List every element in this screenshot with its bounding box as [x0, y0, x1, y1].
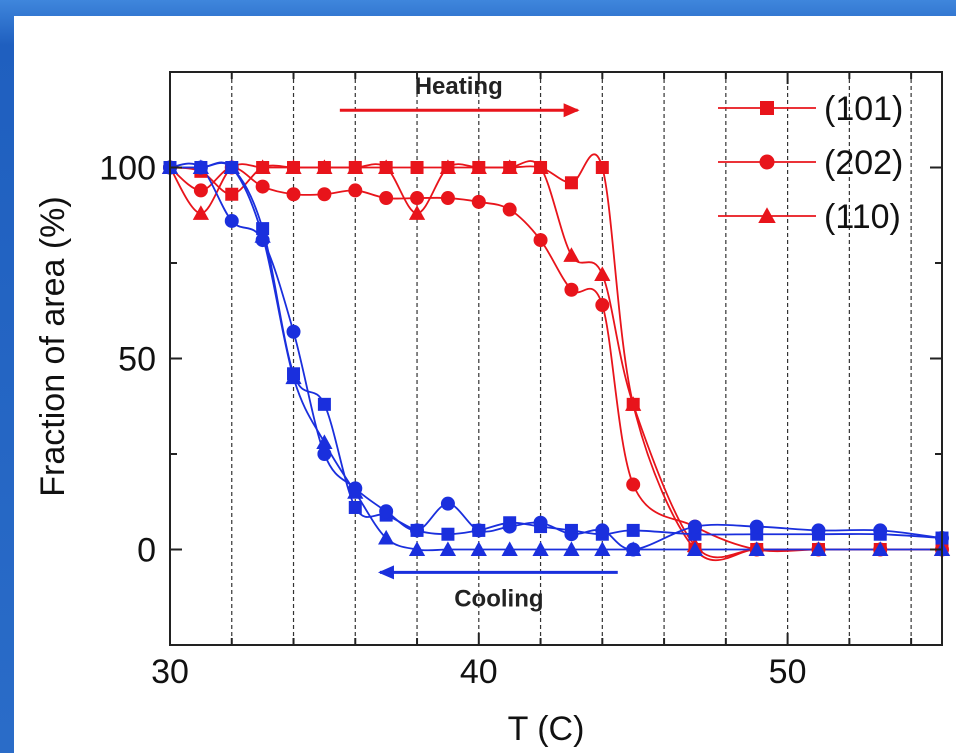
- legend-label-101: (101): [824, 90, 903, 128]
- heating-point-(202): [379, 191, 394, 206]
- cooling-point-(202): [533, 515, 548, 530]
- heating-point-(202): [286, 187, 301, 202]
- cooling-point-(110): [872, 541, 889, 556]
- heating-point-(202): [348, 183, 363, 198]
- cooling-point-(202): [502, 519, 517, 534]
- heating-point-(110): [439, 159, 457, 174]
- heating-point-(110): [594, 266, 611, 281]
- heating-point-(202): [317, 187, 332, 202]
- heating-point-(202): [410, 191, 425, 206]
- cooling-point-(202): [749, 519, 764, 534]
- heating-point-(202): [595, 298, 610, 313]
- heating-point-(110): [254, 159, 271, 174]
- heating-point-(110): [378, 159, 395, 174]
- heating-point-(202): [533, 233, 548, 248]
- heating-point-(202): [564, 282, 579, 297]
- cooling-point-(101): [626, 523, 640, 537]
- heating-point-(101): [564, 176, 578, 190]
- heating-point-(110): [470, 159, 487, 174]
- cooling-point-(202): [687, 519, 702, 534]
- cooling-curve-(101): [170, 162, 943, 539]
- legend-marker-triangle: [758, 207, 776, 223]
- cooling-point-(202): [595, 523, 610, 538]
- y-axis-title: Fraction of area (%): [34, 196, 72, 496]
- cooling-point-(202): [410, 523, 425, 538]
- legend: [718, 101, 816, 223]
- annotations: [339, 103, 618, 580]
- legend-label-202: (202): [824, 144, 903, 182]
- heating-point-(110): [192, 205, 210, 220]
- cooling-point-(110): [378, 529, 395, 545]
- cooling-point-(110): [501, 541, 518, 556]
- x-tick-label-40: 40: [460, 653, 498, 691]
- heating-curve-(110): [169, 160, 942, 559]
- cooling-point-(110): [563, 541, 580, 556]
- legend-marker-square: [760, 101, 774, 115]
- heating-point-(110): [625, 396, 642, 411]
- cooling-point-(202): [811, 523, 826, 538]
- heating-curve-(202): [169, 166, 942, 553]
- heating-point-(101): [595, 161, 609, 174]
- heating-arrowhead: [563, 103, 580, 118]
- cooling-point-(110): [625, 541, 642, 556]
- cooling-point-(110): [285, 369, 302, 385]
- heating-point-(202): [471, 194, 486, 209]
- cooling-point-(110): [686, 541, 704, 556]
- heating-point-(202): [255, 179, 270, 194]
- cooling-point-(110): [408, 541, 426, 556]
- cooling-point-(202): [471, 523, 486, 538]
- cooling-point-(110): [748, 541, 765, 556]
- cooling-point-(101): [317, 397, 331, 411]
- heating-point-(110): [316, 159, 333, 174]
- cooling-point-(110): [316, 434, 333, 450]
- heating-point-(110): [408, 205, 426, 220]
- cooling-curve-(110): [170, 161, 942, 552]
- x-tick-label-50: 50: [769, 653, 807, 691]
- legend-marker-circle: [759, 154, 775, 170]
- cooling-point-(101): [348, 500, 362, 514]
- cooling-point-(110): [470, 541, 487, 556]
- heating-point-(110): [532, 159, 549, 174]
- y-tick-label-100: 100: [99, 150, 156, 188]
- cooling-point-(202): [286, 324, 301, 339]
- cooling-label: Cooling: [454, 585, 543, 612]
- cooling-point-(110): [254, 228, 271, 243]
- cooling-point-(202): [379, 504, 394, 519]
- heating-point-(202): [193, 183, 208, 198]
- cooling-point-(110): [439, 541, 457, 556]
- x-axis-title: T (C): [508, 710, 585, 748]
- gridlines: [231, 72, 912, 645]
- cooling-point-(202): [317, 447, 332, 461]
- cooling-point-(202): [224, 213, 239, 228]
- cooling-point-(202): [873, 523, 888, 538]
- heating-point-(101): [410, 161, 424, 174]
- fit-curves: [169, 153, 943, 562]
- cooling-point-(110): [347, 484, 364, 499]
- heating-point-(110): [563, 247, 580, 262]
- cooling-arrowhead: [377, 565, 394, 580]
- cooling-point-(110): [594, 541, 611, 556]
- cooling-point-(202): [440, 496, 455, 511]
- heating-point-(110): [347, 159, 364, 174]
- cooling-point-(110): [532, 541, 549, 556]
- cooling-point-(110): [192, 159, 210, 174]
- data-markers: [161, 159, 951, 557]
- heating-point-(202): [626, 477, 641, 492]
- heating-point-(202): [440, 191, 455, 206]
- cooling-point-(110): [223, 159, 240, 174]
- axis-ticks: [169, 71, 942, 646]
- heating-label: Heating: [415, 73, 503, 100]
- cooling-point-(202): [564, 527, 579, 542]
- legend-label-110: (110): [824, 198, 901, 236]
- heating-point-(101): [225, 187, 239, 201]
- y-tick-label-0: 0: [137, 532, 156, 570]
- cooling-point-(101): [441, 527, 455, 541]
- heating-point-(110): [501, 159, 518, 174]
- y-tick-label-50: 50: [118, 341, 156, 379]
- x-tick-label-30: 30: [151, 653, 189, 691]
- cooling-point-(110): [810, 541, 827, 556]
- heating-point-(202): [502, 202, 517, 217]
- heating-point-(110): [285, 159, 302, 174]
